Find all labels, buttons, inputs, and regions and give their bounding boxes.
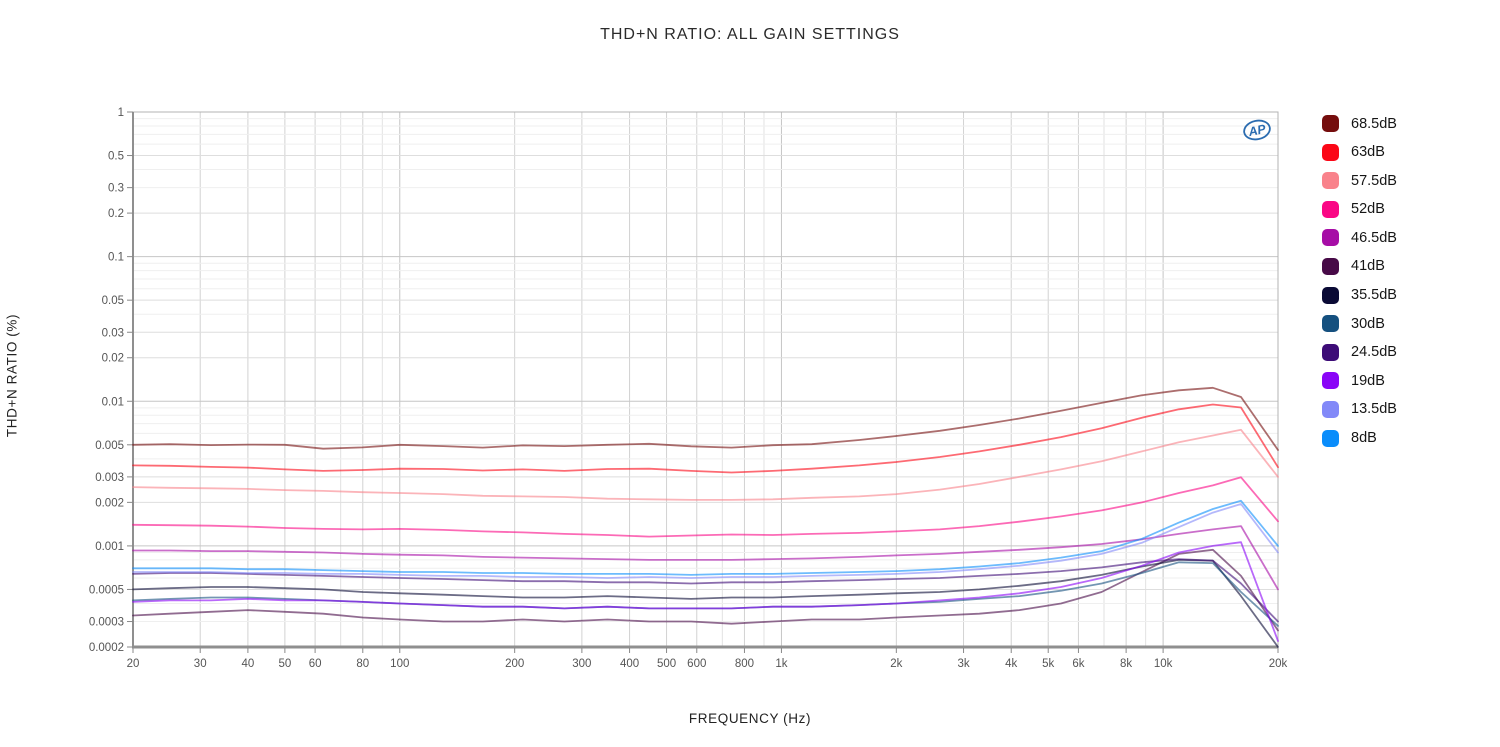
legend-item: 19dB	[1322, 372, 1397, 390]
legend-label: 24.5dB	[1351, 344, 1397, 361]
legend-swatch	[1322, 200, 1339, 218]
legend-item: 8dB	[1322, 429, 1397, 447]
x-tick-label: 20k	[1269, 658, 1288, 670]
legend-item: 63dB	[1322, 143, 1397, 161]
x-tick-label: 400	[620, 658, 639, 670]
legend-swatch	[1322, 143, 1339, 161]
series-line-63dB	[132, 403, 1279, 474]
legend-label: 8dB	[1351, 430, 1377, 447]
y-tick-label: 0.01	[102, 396, 124, 408]
x-axis-label: FREQUENCY (Hz)	[688, 711, 812, 726]
x-tick-label: 200	[505, 658, 524, 670]
legend-item: 30dB	[1322, 315, 1397, 333]
x-tick-label: 1k	[775, 658, 787, 670]
series-line-35.5dB	[132, 559, 1279, 648]
y-tick-label: 0.003	[95, 472, 124, 484]
ap-brand-logo: AP	[1243, 119, 1271, 141]
legend-swatch	[1322, 172, 1339, 190]
y-tick-label: 0.05	[102, 295, 124, 307]
y-tick-label: 0.03	[102, 327, 124, 339]
x-tick-label: 60	[309, 658, 322, 670]
x-tick-label: 2k	[890, 658, 902, 670]
x-tick-label: 30	[194, 658, 207, 670]
legend-label: 30dB	[1351, 315, 1385, 332]
ap-logo-text: AP	[1246, 122, 1268, 140]
x-tick-label: 300	[572, 658, 591, 670]
x-tick-label: 800	[735, 658, 754, 670]
legend-label: 46.5dB	[1351, 229, 1397, 246]
series-line-52dB	[132, 476, 1279, 538]
y-tick-label: 0.0003	[89, 617, 124, 629]
x-tick-label: 5k	[1042, 658, 1054, 670]
x-tick-label: 50	[278, 658, 291, 670]
legend-item: 68.5dB	[1322, 115, 1397, 132]
legend-item: 35.5dB	[1322, 286, 1397, 304]
legend-item: 41dB	[1322, 257, 1397, 275]
legend-swatch	[1322, 286, 1339, 304]
y-tick-label: 0.0002	[89, 642, 124, 654]
y-tick-label: 0.001	[95, 541, 124, 553]
x-tick-label: 20	[127, 658, 140, 670]
series-line-46.5dB	[132, 525, 1279, 591]
legend-label: 19dB	[1351, 372, 1385, 389]
legend-swatch	[1322, 429, 1339, 447]
legend-label: 57.5dB	[1351, 172, 1397, 189]
x-tick-label: 40	[241, 658, 254, 670]
legend-swatch	[1322, 372, 1339, 390]
legend-item: 46.5dB	[1322, 229, 1397, 247]
legend-swatch	[1322, 315, 1339, 333]
x-tick-label: 600	[687, 658, 706, 670]
series-line-19dB	[132, 541, 1279, 642]
x-tick-label: 10k	[1154, 658, 1173, 670]
legend-label: 52dB	[1351, 201, 1385, 218]
series-line-68.5dB	[132, 386, 1279, 451]
series-line-24.5dB	[132, 558, 1279, 623]
legend-label: 63dB	[1351, 144, 1385, 161]
legend-swatch	[1322, 229, 1339, 247]
y-tick-label: 0.0005	[89, 584, 124, 596]
y-tick-label: 0.005	[95, 440, 124, 452]
series-line-57.5dB	[132, 428, 1279, 501]
y-tick-label: 0.02	[102, 353, 124, 365]
legend-label: 13.5dB	[1351, 401, 1397, 418]
x-tick-label: 4k	[1005, 658, 1017, 670]
series-line-8dB	[132, 499, 1279, 576]
y-tick-label: 0.002	[95, 497, 124, 509]
y-axis-label: THD+N RATIO (%)	[4, 313, 20, 438]
y-tick-label: 0.1	[108, 252, 124, 264]
legend-swatch	[1322, 400, 1339, 418]
chart-title: THD+N RATIO: ALL GAIN SETTINGS	[600, 26, 900, 43]
legend-label: 68.5dB	[1351, 115, 1397, 132]
legend-item: 13.5dB	[1322, 400, 1397, 418]
series-line-41dB	[132, 548, 1279, 632]
x-tick-label: 500	[657, 658, 676, 670]
x-tick-label: 6k	[1072, 658, 1084, 670]
series-line-30dB	[132, 561, 1279, 627]
y-tick-label: 0.2	[108, 208, 124, 220]
y-tick-label: 0.5	[108, 151, 124, 163]
legend-item: 52dB	[1322, 200, 1397, 218]
legend-label: 35.5dB	[1351, 287, 1397, 304]
y-tick-label: 1	[118, 107, 124, 119]
legend: 68.5dB 63dB 57.5dB 52dB 46.5dB 41dB 35.5dB 30dB…	[1322, 115, 1397, 447]
series-line-13.5dB	[132, 503, 1279, 579]
y-tick-label: 0.3	[108, 183, 124, 195]
legend-item: 57.5dB	[1322, 172, 1397, 190]
x-tick-label: 8k	[1120, 658, 1132, 670]
legend-swatch	[1322, 115, 1339, 132]
legend-label: 41dB	[1351, 258, 1385, 275]
x-tick-label: 100	[390, 658, 409, 670]
legend-swatch	[1322, 343, 1339, 361]
x-tick-label: 80	[356, 658, 369, 670]
legend-swatch	[1322, 257, 1339, 275]
x-tick-label: 3k	[957, 658, 969, 670]
legend-item: 24.5dB	[1322, 343, 1397, 361]
